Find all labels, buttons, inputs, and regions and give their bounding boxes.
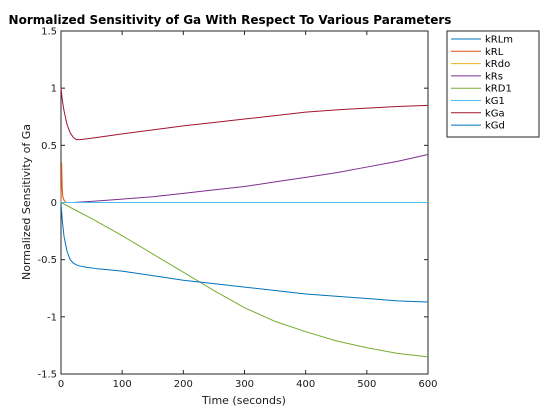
series-line-kRD1: [60, 202, 429, 358]
y-tick-label: -1.5: [37, 370, 57, 381]
series-line-kGa: [60, 88, 429, 141]
chart-title: Normalized Sensitivity of Ga With Respec…: [9, 13, 452, 27]
legend-label-kRLm: kRLm: [485, 35, 513, 46]
x-tick-label: 0: [58, 379, 64, 390]
legend-label-kRs: kRs: [485, 71, 503, 82]
y-tick-label: 1.5: [41, 27, 57, 38]
series-line-kGd: [60, 202, 429, 303]
legend-label-kRL: kRL: [485, 47, 504, 58]
y-tick-label: -0.5: [37, 255, 57, 266]
y-tick-label: 1: [51, 84, 57, 95]
y-axis-label: Normalized Sensitivity of Ga: [20, 124, 33, 280]
x-axis-label: Time (seconds): [201, 394, 286, 407]
x-tick-label: 300: [235, 379, 254, 390]
x-tick-label: 500: [357, 379, 376, 390]
axes: 0 100 200 300 400 500 600 -1.5 -1 -0.5 0 0.5 1 1.5: [37, 27, 437, 391]
legend-label-kG1: kG1: [485, 96, 505, 107]
x-tick-label: 600: [418, 379, 437, 390]
legend-label-kRdo: kRdo: [485, 59, 510, 70]
x-tick-label: 400: [296, 379, 315, 390]
x-tick-label: 200: [174, 379, 193, 390]
series-layer: [60, 88, 429, 358]
y-tick-label: 0.5: [41, 141, 57, 152]
x-tick-label: 100: [113, 379, 132, 390]
legend-label-kGd: kGd: [485, 121, 505, 132]
series-line-kRs: [61, 153, 429, 203]
legend-label-kRD1: kRD1: [485, 84, 512, 95]
y-tick-label: 0: [51, 198, 57, 209]
y-tick-label: -1: [47, 312, 57, 323]
legend-label-kGa: kGa: [485, 108, 505, 119]
legend-box: [446, 30, 540, 138]
